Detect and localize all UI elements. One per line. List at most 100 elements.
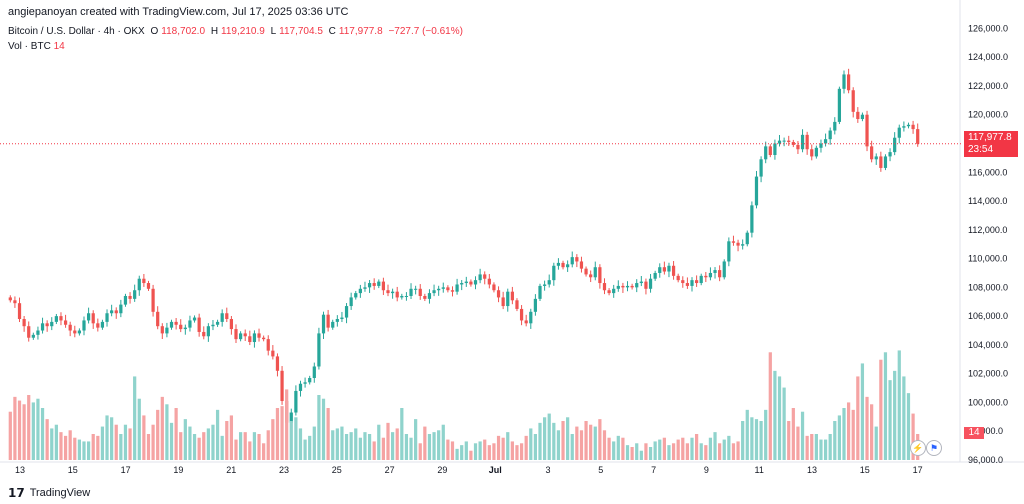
volume-label[interactable]: Vol · BTC bbox=[8, 41, 51, 52]
flag-icon[interactable]: ⚑ bbox=[926, 440, 942, 456]
candle-body bbox=[349, 297, 353, 307]
y-tick-label: 116,000.0 bbox=[968, 167, 1007, 177]
candle-body bbox=[676, 275, 680, 281]
volume-bar bbox=[128, 428, 132, 460]
candle-body bbox=[418, 288, 422, 296]
volume-bar bbox=[731, 443, 736, 460]
volume-bar bbox=[478, 441, 482, 460]
volume-bar bbox=[879, 359, 883, 460]
volume-bar bbox=[773, 370, 777, 460]
candle-body bbox=[851, 90, 855, 112]
volume-bar bbox=[418, 443, 422, 460]
candle-body bbox=[469, 281, 473, 285]
candle-body bbox=[621, 285, 625, 288]
volume-bar bbox=[358, 437, 362, 460]
y-tick-label: 124,000.0 bbox=[968, 52, 1008, 62]
volume-bar bbox=[759, 421, 763, 460]
candle-body bbox=[916, 129, 920, 144]
volume-bar bbox=[621, 437, 625, 460]
candle-body bbox=[542, 284, 547, 286]
volume-bar bbox=[96, 435, 100, 460]
candle-body bbox=[105, 313, 109, 322]
volume-bar bbox=[395, 428, 399, 460]
volume-bar bbox=[796, 426, 800, 460]
candle-body bbox=[248, 336, 252, 343]
candle-body bbox=[708, 272, 713, 278]
candle-body bbox=[455, 284, 459, 292]
volume-bar bbox=[225, 421, 229, 460]
open-label: O bbox=[150, 26, 159, 37]
candle-body bbox=[386, 290, 390, 294]
volume-bar bbox=[372, 441, 376, 460]
volume-bar bbox=[220, 435, 224, 460]
volume-bar bbox=[888, 380, 892, 460]
volume-bar bbox=[8, 411, 12, 460]
volume-bar bbox=[529, 428, 533, 460]
candle-body bbox=[750, 205, 754, 233]
volume-bar bbox=[446, 439, 450, 460]
candle-body bbox=[639, 281, 643, 284]
volume-bar bbox=[745, 409, 749, 460]
candle-body bbox=[450, 290, 455, 292]
lightning-icon[interactable]: ⚡ bbox=[910, 440, 926, 456]
y-tick-label: 96,000.0 bbox=[968, 455, 1003, 465]
volume-bar bbox=[257, 434, 261, 460]
candle-body bbox=[483, 274, 487, 279]
volume-bar bbox=[648, 447, 653, 460]
candle-body bbox=[533, 298, 538, 312]
volume-bar bbox=[718, 443, 722, 460]
candle-body bbox=[22, 319, 26, 327]
volume-bar bbox=[902, 376, 906, 460]
volume-bar bbox=[589, 424, 593, 460]
candle-body bbox=[492, 284, 496, 291]
candle-body bbox=[773, 143, 777, 155]
candle-body bbox=[220, 313, 224, 322]
volume-bar bbox=[713, 432, 717, 460]
candle-body bbox=[423, 295, 427, 299]
candle-body bbox=[519, 308, 524, 321]
volume-bar bbox=[487, 445, 491, 460]
author-line: angiepanoyan created with TradingView.co… bbox=[8, 6, 349, 18]
tradingview-footer[interactable]: 𝟭𝟳 TradingView bbox=[8, 486, 90, 500]
volume-bar bbox=[179, 432, 183, 460]
x-tick-label: 9 bbox=[704, 465, 709, 475]
candle-body bbox=[45, 323, 49, 327]
symbol-label[interactable]: Bitcoin / U.S. Dollar · 4h · OKX bbox=[8, 26, 145, 37]
volume-bar bbox=[736, 441, 740, 460]
volume-bar bbox=[764, 409, 768, 460]
volume-bar bbox=[519, 443, 524, 460]
volume-bar bbox=[754, 419, 759, 460]
volume-bar bbox=[598, 419, 602, 460]
candle-body bbox=[169, 321, 174, 328]
volume-bar bbox=[202, 432, 206, 460]
candle-body bbox=[846, 74, 851, 91]
volume-bar bbox=[363, 432, 367, 460]
candle-body bbox=[658, 267, 662, 273]
candle-body bbox=[713, 270, 717, 273]
volume-bar bbox=[86, 441, 91, 460]
candle-body bbox=[552, 265, 556, 281]
candle-body bbox=[556, 262, 561, 266]
candle-body bbox=[515, 300, 519, 309]
volume-bar bbox=[243, 432, 247, 460]
volume-bar bbox=[77, 439, 82, 460]
volume-bar bbox=[473, 443, 478, 460]
candle-body bbox=[883, 156, 888, 168]
volume-legend: Vol · BTC 14 bbox=[8, 41, 65, 52]
volume-bar bbox=[833, 421, 837, 460]
candle-body bbox=[768, 146, 772, 155]
y-tick-label: 100,000.0 bbox=[968, 397, 1008, 407]
candle-body bbox=[183, 327, 187, 330]
volume-bar bbox=[275, 408, 280, 460]
candle-body bbox=[354, 293, 358, 298]
volume-bar bbox=[331, 430, 335, 460]
x-tick-label: 27 bbox=[385, 465, 395, 475]
volume-bar bbox=[427, 434, 432, 460]
last-price-tag: 117,977.8 23:54 bbox=[964, 131, 1018, 157]
candle-body bbox=[893, 137, 897, 153]
volume-bar bbox=[570, 434, 574, 460]
last-price-value: 117,977.8 bbox=[968, 132, 1012, 143]
volume-bar bbox=[515, 445, 519, 460]
candle-body bbox=[50, 321, 54, 327]
